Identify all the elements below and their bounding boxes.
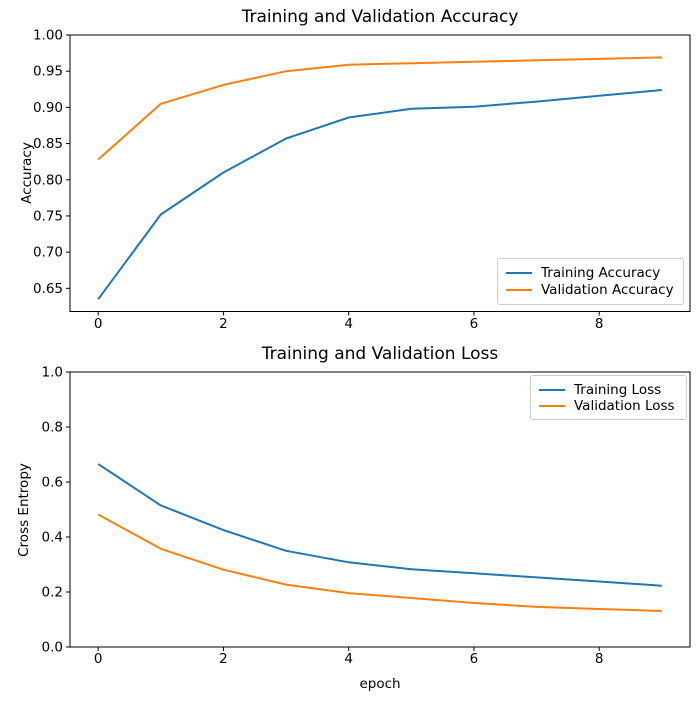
accuracy-chart-title: Training and Validation Accuracy: [241, 7, 519, 27]
y-tick-label: 0.70: [33, 245, 63, 261]
legend-entry-validation-loss: Validation Loss: [539, 398, 678, 414]
y-tick-label: 0.65: [33, 281, 63, 297]
training-accuracy-line-swatch: [506, 272, 532, 274]
x-tick-label: 0: [94, 316, 103, 332]
validation-accuracy-line-swatch: [506, 289, 532, 291]
x-tick-label: 4: [344, 651, 353, 667]
y-tick-label: 0.85: [33, 136, 63, 152]
axes-frame: [69, 371, 691, 648]
y-tick-label: 0.75: [33, 208, 63, 224]
training-loss-legend-label: Training Loss: [574, 382, 662, 398]
validation-loss-line: [97, 513, 662, 612]
training-accuracy-legend-label: Training Accuracy: [541, 265, 661, 281]
legend-entry-training-loss: Training Loss: [539, 382, 678, 398]
accuracy-legend: Training Accuracy Validation Accuracy: [497, 258, 684, 305]
y-tick-label: 1.0: [42, 365, 63, 381]
x-tick-label: 6: [470, 316, 479, 332]
y-tick-label: 0.6: [42, 475, 63, 491]
validation-accuracy-line: [97, 56, 662, 161]
y-tick-label: 0.0: [42, 640, 63, 656]
legend-entry-validation-accuracy: Validation Accuracy: [506, 282, 675, 298]
training-loss-line: [97, 463, 662, 587]
y-tick-label: 0.95: [33, 64, 63, 80]
validation-loss-legend-label: Validation Loss: [574, 398, 675, 414]
x-axis-label: epoch: [359, 676, 401, 692]
x-tick-label: 2: [219, 651, 228, 667]
training-accuracy-line: [97, 89, 662, 300]
x-tick-label: 4: [344, 316, 353, 332]
x-tick-label: 2: [219, 316, 228, 332]
validation-loss-line-swatch: [539, 405, 565, 407]
y-tick-label: 0.90: [33, 100, 63, 116]
loss-legend: Training Loss Validation Loss: [530, 375, 687, 420]
legend-entry-training-accuracy: Training Accuracy: [506, 265, 675, 281]
y-tick-label: 0.2: [42, 585, 63, 601]
x-tick-label: 8: [595, 651, 604, 667]
axes-frame: [69, 34, 691, 312]
loss-y-axis-label: Cross Entropy: [16, 463, 32, 557]
y-tick-label: 0.8: [42, 420, 63, 436]
y-tick-label: 0.4: [42, 530, 63, 546]
training-loss-line-swatch: [539, 389, 565, 391]
x-tick-label: 8: [595, 316, 604, 332]
validation-accuracy-legend-label: Validation Accuracy: [541, 282, 674, 298]
accuracy-y-axis-label: Accuracy: [19, 142, 35, 204]
loss-chart-title: Training and Validation Loss: [261, 344, 499, 364]
y-tick-label: 1.00: [33, 28, 63, 44]
x-tick-label: 6: [470, 651, 479, 667]
y-tick-label: 0.80: [33, 172, 63, 188]
x-tick-label: 0: [94, 651, 103, 667]
